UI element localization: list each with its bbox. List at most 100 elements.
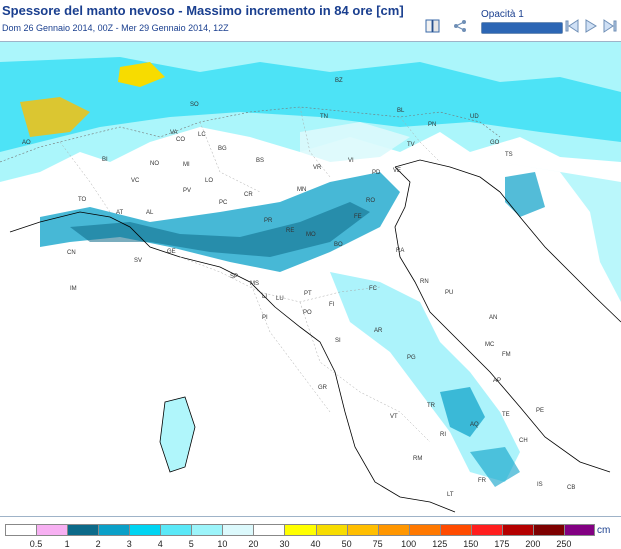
- city-label: FC: [369, 286, 377, 292]
- city-label: TV: [407, 142, 415, 148]
- city-label: TO: [78, 197, 87, 203]
- city-label: VT: [390, 414, 398, 420]
- city-label: TN: [320, 114, 328, 120]
- legend-swatch: [470, 524, 503, 536]
- city-label: FE: [354, 214, 362, 220]
- snow-depth-map[interactable]: AO SO BZ BL PN UD CO LC BG BS VR TN TV VI PD VE TS GO BI MI…: [0, 41, 621, 517]
- city-label: VA: [170, 130, 178, 136]
- city-label: LO: [205, 178, 214, 184]
- legend-swatch: [501, 524, 534, 536]
- opacity-fill: [482, 23, 562, 33]
- legend-unit: cm: [597, 525, 611, 536]
- city-label: NO: [150, 161, 159, 167]
- city-label: GE: [167, 249, 176, 255]
- city-label: PG: [407, 355, 416, 361]
- city-label: MO: [306, 232, 316, 238]
- last-frame-icon[interactable]: [602, 18, 618, 34]
- city-label: SP: [230, 274, 239, 280]
- city-label: RM: [413, 456, 423, 462]
- book-icon[interactable]: [425, 18, 441, 34]
- city-label: PU: [445, 290, 454, 296]
- city-label: LC: [198, 132, 206, 138]
- legend-swatch: [439, 524, 472, 536]
- city-label: AT: [116, 210, 124, 216]
- legend-tick-label: 150: [463, 539, 479, 549]
- map-subtitle: Dom 26 Gennaio 2014, 00Z - Mer 29 Gennai…: [2, 23, 229, 33]
- legend-tick-label: 1: [64, 539, 70, 549]
- city-label: RA: [396, 248, 405, 254]
- city-label: BL: [397, 108, 405, 114]
- city-label: AO: [22, 140, 31, 146]
- city-label: BI: [102, 157, 108, 163]
- legend-swatch: [5, 524, 37, 536]
- city-label: CH: [519, 438, 528, 444]
- legend-tick-label: 125: [432, 539, 448, 549]
- city-label: VR: [313, 165, 322, 171]
- legend-tick-label: 3: [126, 539, 132, 549]
- legend-tick-label: 200: [525, 539, 541, 549]
- city-label: RE: [286, 228, 295, 234]
- city-label: PO: [303, 310, 312, 316]
- city-label: PE: [536, 408, 545, 414]
- legend-swatch: [284, 524, 317, 536]
- legend-tick-label: 40: [310, 539, 321, 549]
- city-label: SO: [190, 102, 199, 108]
- legend-tick-label: 50: [341, 539, 352, 549]
- legend-swatch: [36, 524, 68, 536]
- city-label: AN: [489, 315, 498, 321]
- city-label: AR: [374, 328, 383, 334]
- play-icon[interactable]: [583, 18, 599, 34]
- legend-tick-label: 5: [188, 539, 194, 549]
- legend-tick-label: 4: [157, 539, 163, 549]
- color-legend: 0.5 1 2 3 4 5 10 20 30 40 50 75 100 125 150 175 200 250 c…: [0, 524, 621, 549]
- legend-tick-label: 100: [401, 539, 417, 549]
- city-label: BO: [334, 242, 343, 248]
- city-label: AL: [146, 210, 154, 216]
- city-label: GR: [318, 385, 327, 391]
- city-label: SV: [134, 258, 143, 264]
- city-label: BS: [256, 158, 265, 164]
- city-label: MS: [250, 281, 259, 287]
- city-label: GO: [490, 140, 500, 146]
- legend-swatch: [377, 524, 410, 536]
- legend-swatch: [346, 524, 379, 536]
- legend-swatch: [563, 524, 596, 536]
- city-label: MI: [183, 162, 190, 168]
- city-label: SI: [335, 338, 341, 344]
- map-title: Spessore del manto nevoso - Massimo incr…: [2, 3, 404, 18]
- legend-swatch: [191, 524, 223, 536]
- city-label: UD: [470, 114, 479, 120]
- city-label: BG: [218, 146, 227, 152]
- city-label: VC: [131, 178, 140, 184]
- legend-swatch: [98, 524, 130, 536]
- legend-swatch: [532, 524, 565, 536]
- city-label: LI: [262, 294, 268, 300]
- legend-tick-label: 2: [95, 539, 101, 549]
- legend-tick-label: 0.5: [29, 539, 43, 549]
- city-label: PC: [219, 200, 228, 206]
- city-label: CR: [244, 192, 253, 198]
- opacity-slider[interactable]: [481, 22, 563, 34]
- legend-swatch: [67, 524, 99, 536]
- map-canvas: [0, 42, 621, 513]
- city-label: RN: [420, 279, 429, 285]
- legend-tick-label: 175: [494, 539, 510, 549]
- header: Spessore del manto nevoso - Massimo incr…: [0, 0, 621, 40]
- city-label: PD: [372, 170, 381, 176]
- city-label: FM: [502, 352, 511, 358]
- first-frame-icon[interactable]: [564, 18, 580, 34]
- city-label: VI: [348, 158, 354, 164]
- share-icon[interactable]: [452, 18, 468, 34]
- city-label: TR: [427, 403, 435, 409]
- city-label: MN: [297, 187, 307, 193]
- city-label: LU: [276, 296, 284, 302]
- city-label: CO: [176, 137, 185, 143]
- legend-swatch: [222, 524, 254, 536]
- opacity-label: Opacità 1: [481, 9, 524, 20]
- legend-tick-label: 20: [248, 539, 259, 549]
- city-label: FI: [329, 302, 335, 308]
- city-label: IS: [537, 482, 543, 488]
- legend-swatch: [129, 524, 161, 536]
- city-label: PI: [262, 315, 268, 321]
- city-label: PV: [183, 188, 192, 194]
